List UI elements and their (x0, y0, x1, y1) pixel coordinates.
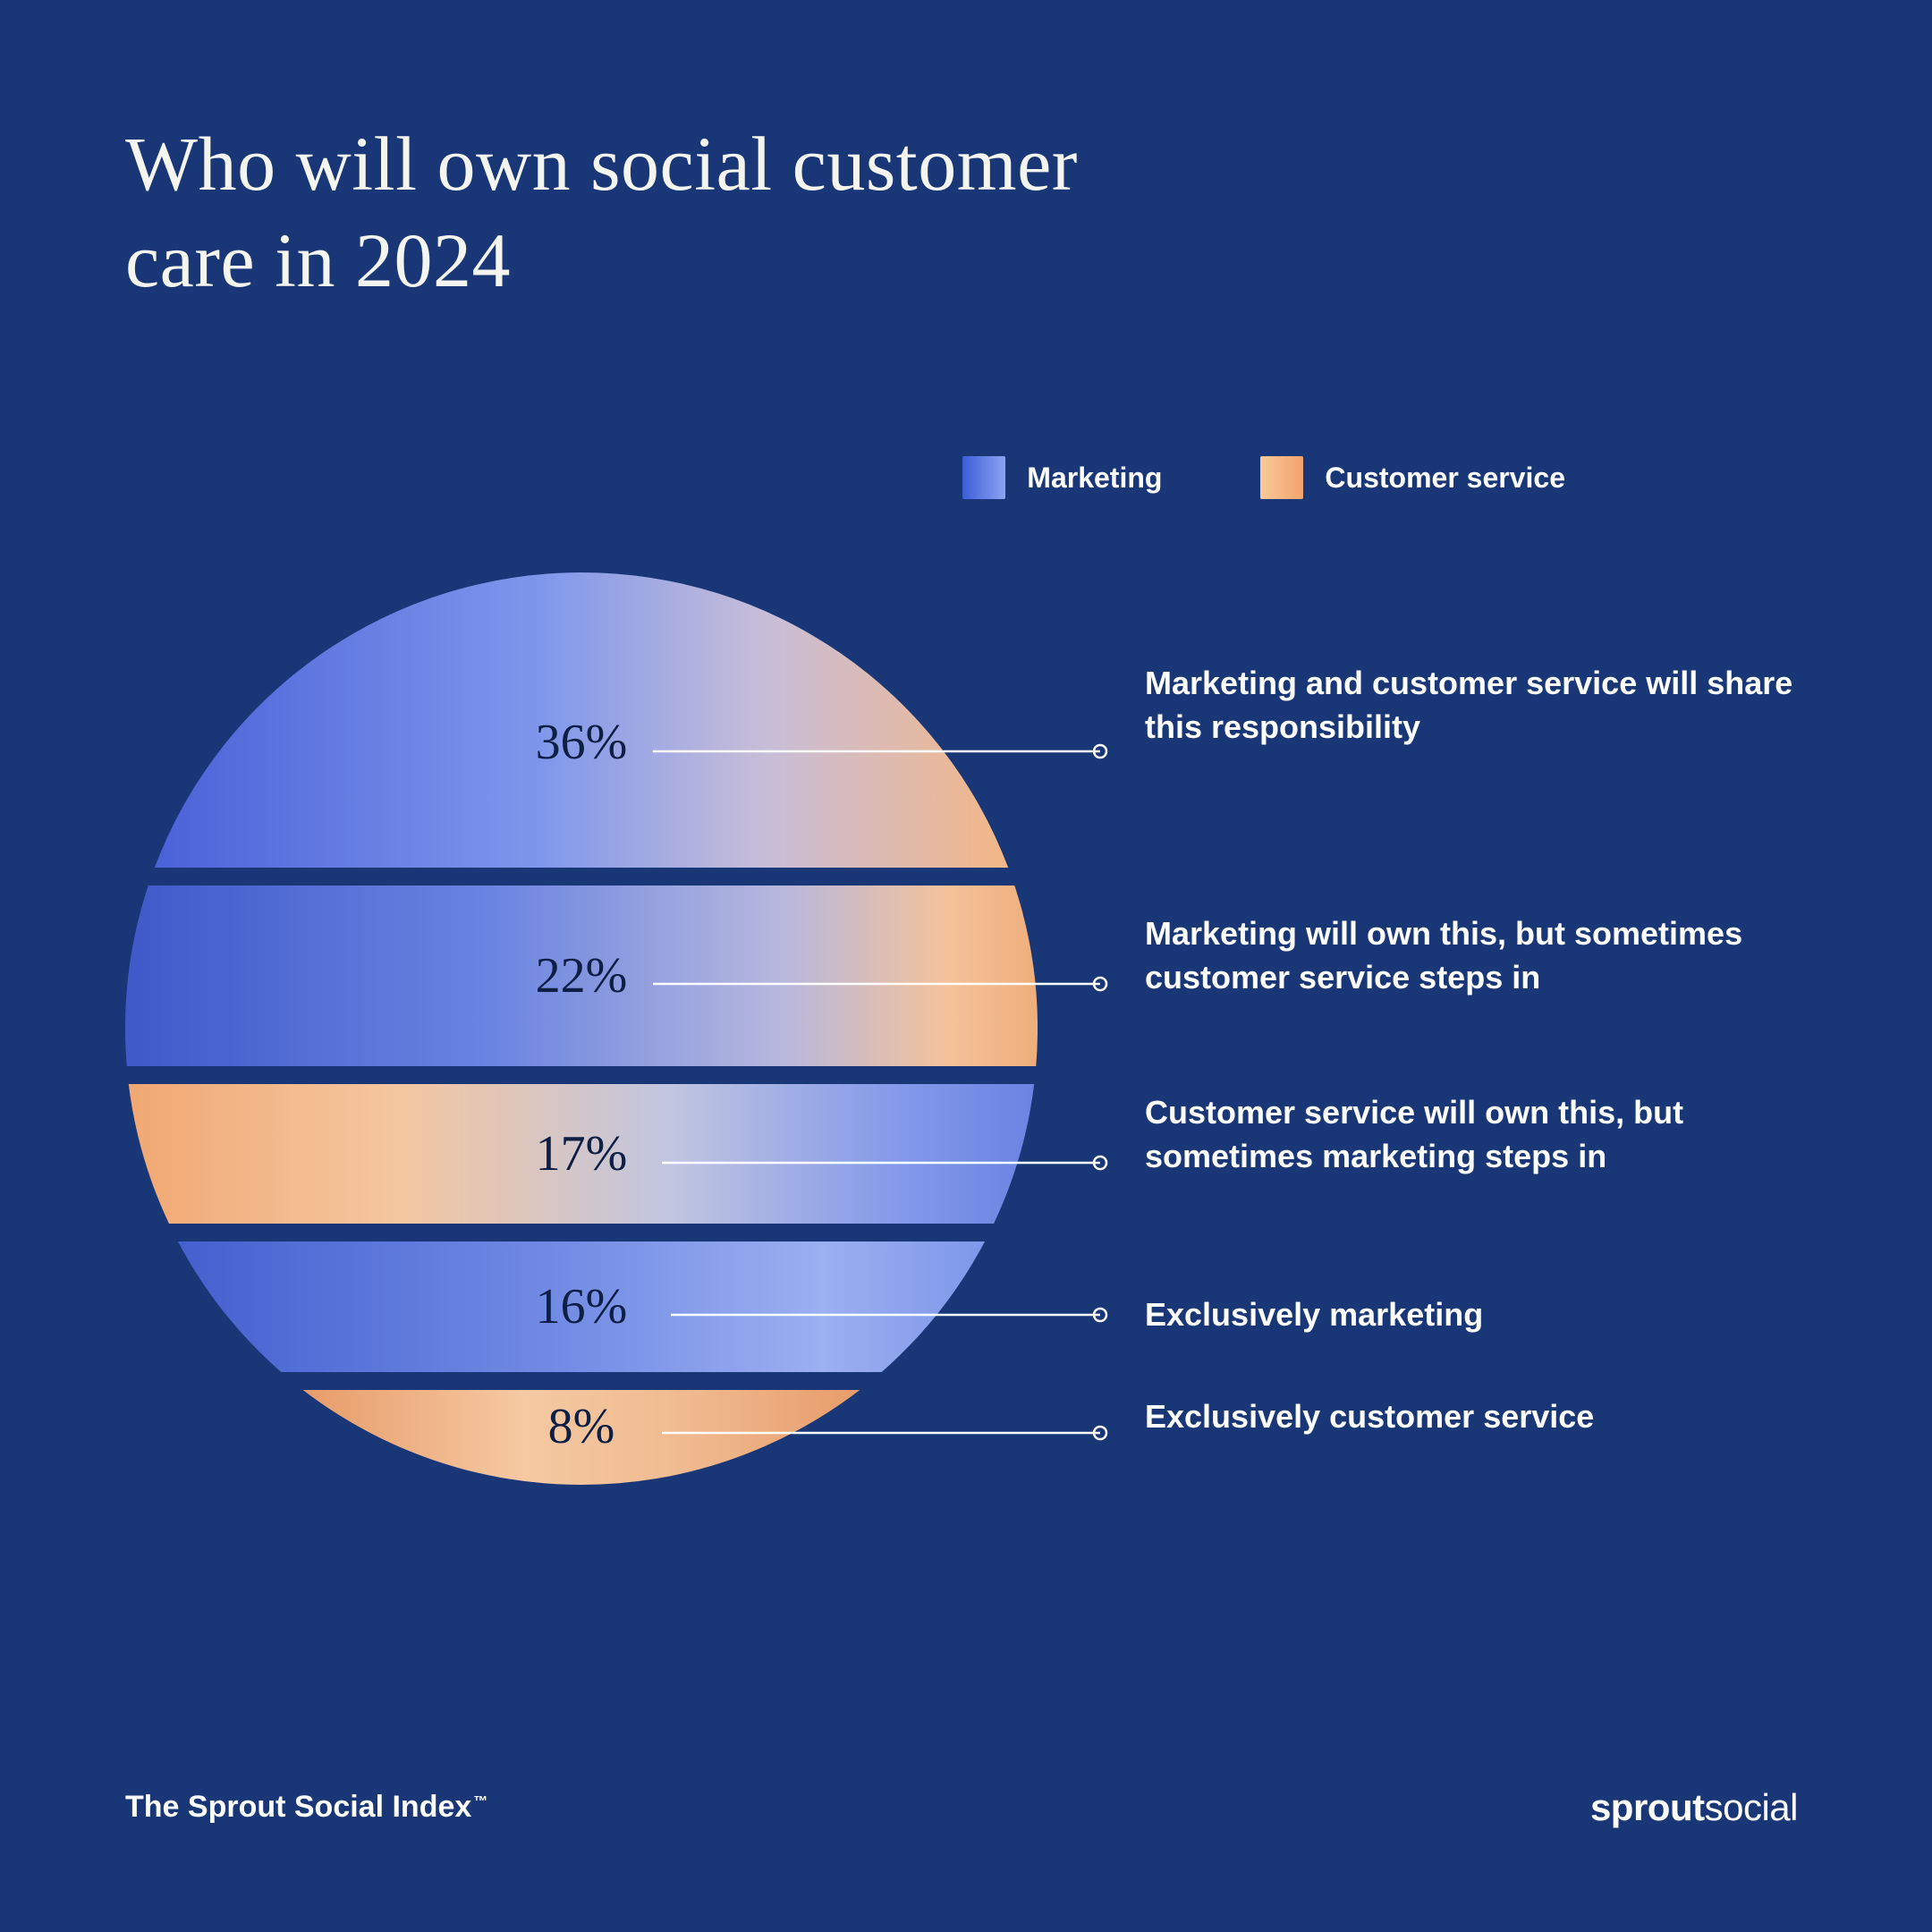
legend-item-marketing: Marketing (962, 456, 1162, 499)
callout-dot (1094, 1157, 1106, 1169)
slice-percent-label: 17% (536, 1125, 628, 1182)
slice-percent-label: 8% (548, 1398, 615, 1455)
sprout-social-logo: sproutsocial (1590, 1786, 1798, 1829)
callout-dot (1094, 978, 1106, 990)
legend-swatch-customer-service (1260, 456, 1303, 499)
callout-text: Marketing and customer service will shar… (1145, 662, 1807, 749)
legend-label-marketing: Marketing (1027, 462, 1162, 495)
sphere-chart: 36% 22% 17% 16% 8% (125, 572, 1038, 1485)
slice-percent-label: 16% (536, 1278, 628, 1335)
callout-text: Exclusively marketing (1145, 1293, 1807, 1337)
slice-percent-label: 36% (536, 714, 628, 771)
callout-dot (1094, 1309, 1106, 1321)
legend: Marketing Customer service (962, 456, 1565, 499)
slice-percent-label: 22% (536, 947, 628, 1004)
legend-swatch-marketing (962, 456, 1005, 499)
callout-text: Marketing will own this, but sometimes c… (1145, 912, 1807, 999)
page-title: Who will own social customercare in 2024 (125, 116, 1078, 309)
callout-text: Customer service will own this, but some… (1145, 1091, 1807, 1178)
legend-label-customer-service: Customer service (1325, 462, 1565, 495)
footer-source: The Sprout Social Index™ (125, 1790, 487, 1825)
callout-dot (1094, 1427, 1106, 1439)
callout-dot (1094, 745, 1106, 758)
legend-item-customer-service: Customer service (1260, 456, 1565, 499)
callout-text: Exclusively customer service (1145, 1395, 1807, 1439)
